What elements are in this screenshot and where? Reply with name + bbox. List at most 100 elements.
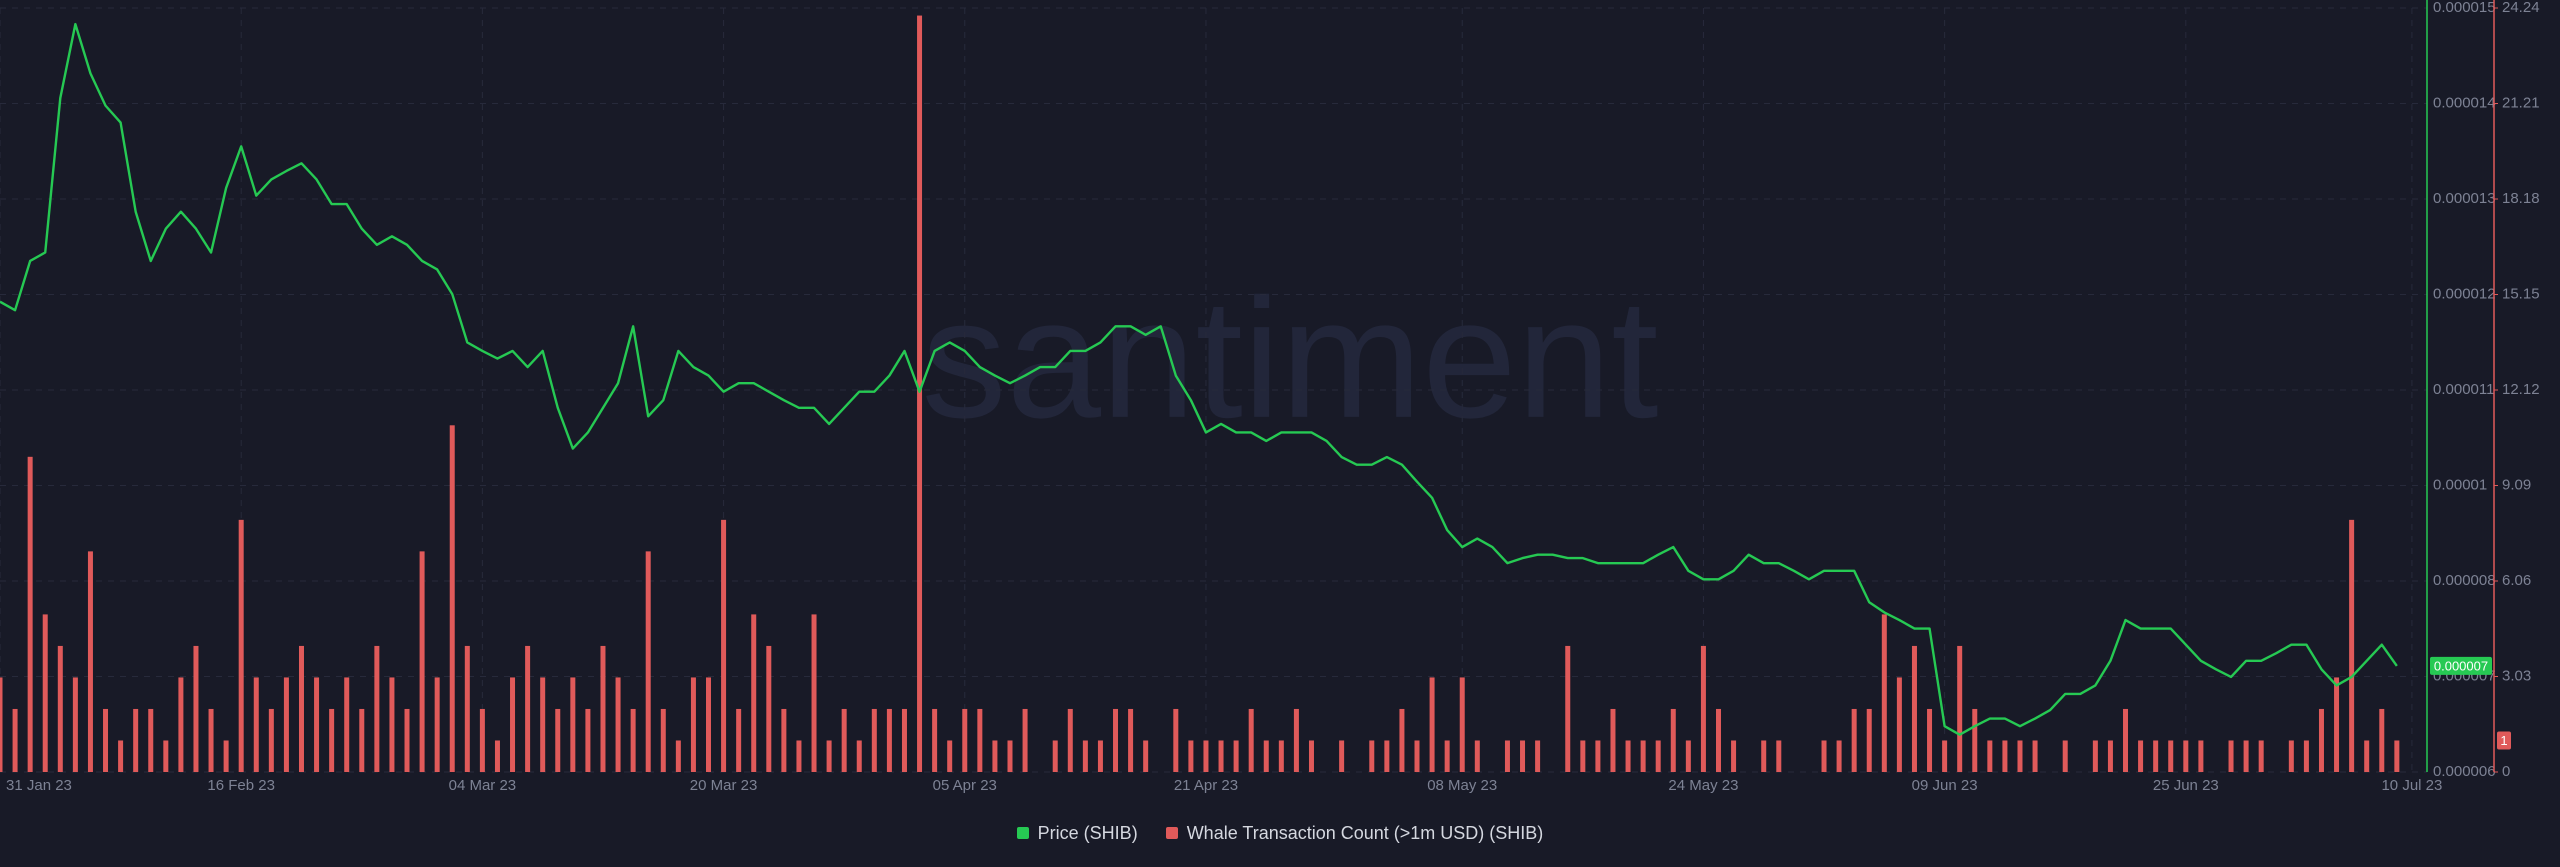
bar: [1610, 708, 1616, 772]
bar: [736, 708, 742, 772]
bar: [1097, 740, 1103, 772]
bar: [283, 677, 289, 772]
bar: [886, 708, 892, 772]
bar: [1414, 740, 1420, 772]
y-tick-label: 0.000006: [2433, 763, 2496, 780]
bar: [1293, 708, 1299, 772]
bar: [1308, 740, 1314, 772]
x-tick-label: 24 May 23: [1668, 777, 1738, 794]
bar: [811, 614, 817, 772]
bar: [2168, 740, 2174, 772]
bar: [1942, 740, 1948, 772]
bar: [1927, 708, 1933, 772]
y2-tick-label: 24.24: [2502, 0, 2540, 16]
bar: [751, 614, 757, 772]
bar: [12, 708, 18, 772]
bar: [2243, 740, 2249, 772]
bar: [1504, 740, 1510, 772]
bar: [540, 677, 546, 772]
bar: [1173, 708, 1179, 772]
bar: [1369, 740, 1375, 772]
bar: [1655, 740, 1661, 772]
bar: [660, 708, 666, 772]
bar: [2002, 740, 2008, 772]
bar: [87, 551, 93, 772]
bar: [1896, 677, 1902, 772]
last-value-badge: [2497, 731, 2511, 750]
bar: [344, 677, 350, 772]
bar: [1143, 740, 1149, 772]
bar: [2394, 740, 2400, 772]
y2-tick-label: 18.18: [2502, 190, 2540, 207]
bar: [1640, 740, 1646, 772]
bar: [871, 708, 877, 772]
bar: [1278, 740, 1284, 772]
bar: [2107, 740, 2113, 772]
bar: [2379, 708, 2385, 772]
last-value-label: 1: [2500, 733, 2507, 748]
bar: [1911, 645, 1917, 772]
x-tick-label: 16 Feb 23: [207, 777, 275, 794]
bar: [133, 708, 139, 772]
bar: [1670, 708, 1676, 772]
y-tick-label: 0.000008: [2433, 572, 2496, 589]
bar: [1565, 645, 1571, 772]
bar: [494, 740, 500, 772]
bar: [1836, 740, 1842, 772]
bar: [2017, 740, 2023, 772]
bar: [721, 519, 727, 772]
bar: [585, 708, 591, 772]
bar: [479, 708, 485, 772]
bar: [766, 645, 772, 772]
bar: [1203, 740, 1209, 772]
bar: [992, 740, 998, 772]
bar: [1459, 677, 1465, 772]
x-tick-label: 10 Jul 23: [2381, 777, 2442, 794]
x-tick-label: 25 Jun 23: [2153, 777, 2219, 794]
x-tick-label: 04 Mar 23: [449, 777, 517, 794]
bar: [208, 708, 214, 772]
bar: [1429, 677, 1435, 772]
bar: [42, 614, 48, 772]
y2-tick-label: 21.21: [2502, 94, 2540, 111]
bar: [630, 708, 636, 772]
bar: [1022, 708, 1028, 772]
bar: [1625, 740, 1631, 772]
bar: [2303, 740, 2309, 772]
bar: [2198, 740, 2204, 772]
bar: [57, 645, 63, 772]
bar: [27, 456, 33, 772]
watermark: santiment: [921, 264, 1658, 454]
legend-item[interactable]: Price (SHIB): [1016, 823, 1138, 844]
bar: [1218, 740, 1224, 772]
bar: [404, 708, 410, 772]
bar: [1866, 708, 1872, 772]
bar: [449, 425, 455, 772]
y2-tick-label: 6.06: [2502, 572, 2531, 589]
legend-label: Whale Transaction Count (>1m USD) (SHIB): [1186, 822, 1544, 843]
bar: [2288, 740, 2294, 772]
bar: [268, 708, 274, 772]
bar: [464, 645, 470, 772]
bar: [253, 677, 259, 772]
legend-item[interactable]: Whale Transaction Count (>1m USD) (SHIB): [1165, 822, 1544, 844]
bar: [1715, 708, 1721, 772]
bar: [901, 708, 907, 772]
bar: [359, 708, 365, 772]
bar: [103, 708, 109, 772]
bar: [2334, 677, 2340, 772]
bar: [1776, 740, 1782, 772]
bar: [977, 708, 983, 772]
bar: [2183, 740, 2189, 772]
bar: [856, 740, 862, 772]
y2-tick-label: 9.09: [2502, 476, 2531, 493]
bar: [1520, 740, 1526, 772]
last-value-label: 0.000007: [2434, 658, 2488, 673]
y2-tick-label: 3.03: [2502, 667, 2531, 684]
bar: [2364, 740, 2370, 772]
bar: [314, 677, 320, 772]
bar: [2349, 519, 2355, 772]
bar: [1987, 740, 1993, 772]
bar: [2228, 740, 2234, 772]
bar: [781, 708, 787, 772]
